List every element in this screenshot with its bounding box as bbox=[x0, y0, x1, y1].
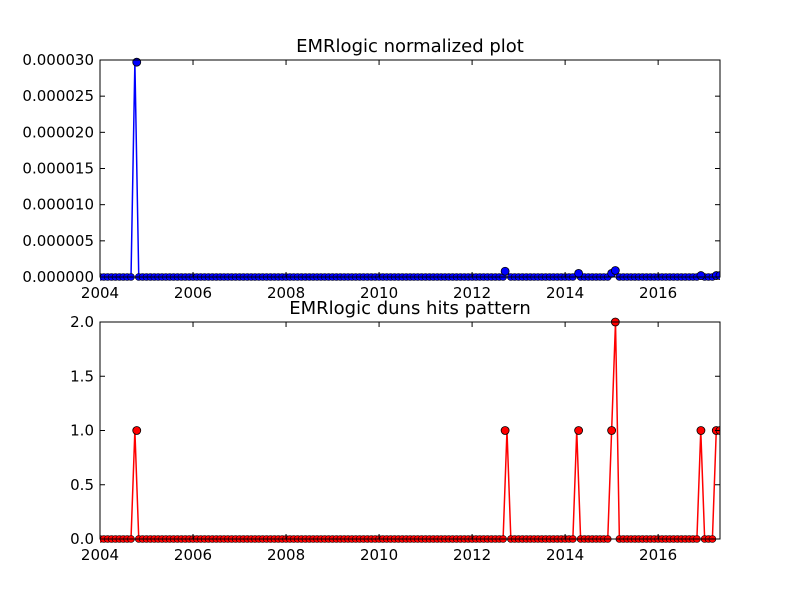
chart-top-x-tick-label: 2016 bbox=[639, 284, 677, 302]
chart-top-title: EMRlogic normalized plot bbox=[296, 36, 524, 57]
chart-top-y-tick-label: 0.000000 bbox=[22, 268, 94, 286]
chart-bottom-title: EMRlogic duns hits pattern bbox=[289, 298, 531, 319]
chart-top-x-tick-label: 2014 bbox=[546, 284, 584, 302]
chart-bottom-data-point bbox=[501, 427, 509, 435]
chart-top-y-tick-label: 0.000015 bbox=[22, 160, 94, 178]
chart-bottom-x-tick-label: 2014 bbox=[546, 546, 584, 564]
chart-top-data-point bbox=[611, 266, 619, 274]
chart-top-data-point bbox=[697, 272, 705, 280]
chart-bottom-y-tick-label: 2.0 bbox=[70, 313, 94, 331]
chart-bottom-y-tick-label: 0.0 bbox=[70, 530, 94, 548]
chart-top-x-tick-label: 2006 bbox=[174, 284, 212, 302]
chart-bottom-x-tick-label: 2008 bbox=[267, 546, 305, 564]
chart-bottom-data-point bbox=[608, 427, 616, 435]
chart-top-y-tick-label: 0.000005 bbox=[22, 232, 94, 250]
chart-top-data-point bbox=[501, 267, 509, 275]
chart-bottom-data-point bbox=[697, 427, 705, 435]
chart-top-data-point bbox=[133, 58, 141, 66]
chart-top-y-tick-label: 0.000020 bbox=[22, 123, 94, 141]
chart-bottom-data-point bbox=[133, 427, 141, 435]
chart-top-data-point bbox=[575, 269, 583, 277]
chart-top-y-tick-label: 0.000030 bbox=[22, 51, 94, 69]
chart-bottom-y-tick-label: 1.0 bbox=[70, 422, 94, 440]
chart-bottom-x-tick-label: 2012 bbox=[453, 546, 491, 564]
chart-bottom-y-tick-label: 1.5 bbox=[70, 367, 94, 385]
chart-bottom-data-point bbox=[575, 427, 583, 435]
chart-bottom-x-tick-label: 2006 bbox=[174, 546, 212, 564]
chart-bottom-y-tick-label: 0.5 bbox=[70, 476, 94, 494]
chart-top-x-tick-label: 2004 bbox=[81, 284, 119, 302]
chart-top-y-tick-label: 0.000010 bbox=[22, 196, 94, 214]
chart-bottom-x-tick-label: 2016 bbox=[639, 546, 677, 564]
chart-top-y-tick-label: 0.000025 bbox=[22, 87, 94, 105]
chart-bottom-x-tick-label: 2004 bbox=[81, 546, 119, 564]
chart-bottom-x-tick-label: 2010 bbox=[360, 546, 398, 564]
